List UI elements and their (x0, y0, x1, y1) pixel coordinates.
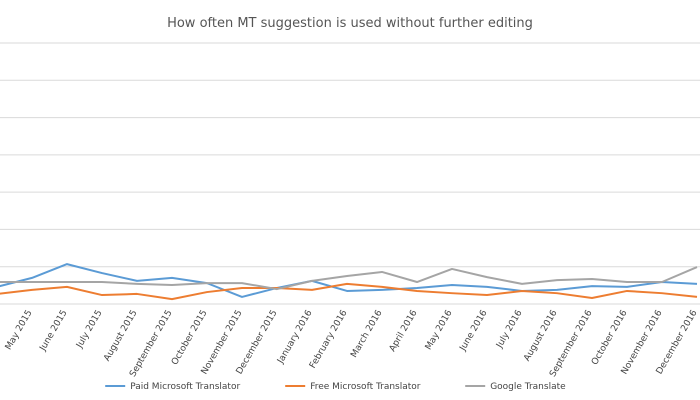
x-tick-label: January 2016 (275, 308, 314, 366)
x-tick-label: July 2016 (494, 308, 524, 350)
x-tick-label: April 2016 (388, 308, 420, 353)
chart-title: How often MT suggestion is used without … (167, 16, 533, 31)
x-tick-label: March 2016 (349, 308, 384, 359)
x-tick-label: August 2015 (102, 309, 139, 364)
x-tick-label: June 2015 (38, 309, 70, 354)
x-tick-label: February 2016 (308, 308, 350, 370)
x-tick-label: May 2015 (4, 309, 35, 352)
legend-label: Free Microsoft Translator (310, 382, 421, 392)
series-line (0, 282, 698, 301)
legend-label: Google Translate (490, 382, 566, 392)
x-tick-label: July 2015 (74, 309, 104, 351)
x-tick-label: October 2015 (170, 309, 210, 368)
x-tick-label: August 2016 (522, 308, 559, 363)
x-tick-label: May 2016 (424, 308, 455, 352)
series-line (0, 266, 698, 291)
legend-label: Paid Microsoft Translator (130, 382, 240, 392)
series-line (0, 263, 698, 298)
x-tick-label: June 2016 (458, 308, 490, 353)
x-tick-label: October 2016 (590, 308, 630, 367)
